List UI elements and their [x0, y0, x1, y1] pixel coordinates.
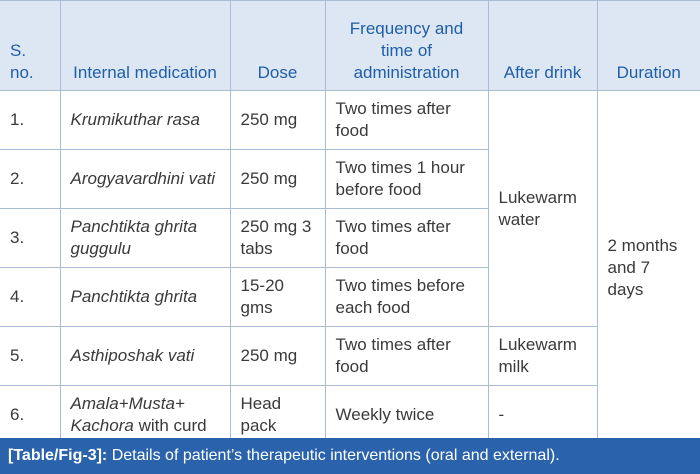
cell: 250 mg — [229, 326, 326, 386]
header-cell: After drink — [487, 0, 598, 91]
medication-note: with curd — [138, 416, 207, 435]
cell: 6. — [0, 385, 61, 445]
header-cell: Frequency and time of administration — [324, 0, 489, 91]
cell: 4. — [0, 267, 61, 327]
row: 3. Panchtikta ghrita guggulu 250 mg 3 ta… — [0, 208, 700, 268]
medication-name: Amala+Musta+ Kachora — [70, 394, 185, 435]
cell: 3. — [0, 208, 61, 268]
cell: 15-20 gms — [229, 267, 326, 327]
cell: Arogyavardhini vati — [59, 149, 231, 209]
row: 6. Amala+Musta+ Kachora with curd Head p… — [0, 385, 700, 445]
cell: Krumikuthar rasa — [59, 90, 231, 150]
cell: Weekly twice — [324, 385, 489, 445]
cell: Two times 1 hour before food — [324, 149, 488, 209]
cell: - — [487, 385, 597, 445]
cell: 1. — [0, 90, 61, 150]
cell: Panchtikta ghrita — [59, 267, 231, 327]
cell: 250 mg — [229, 90, 326, 150]
cell: 2. — [0, 149, 61, 209]
header-cell: Duration — [596, 0, 700, 91]
cell: 2 months and 7 days — [596, 90, 700, 445]
caption-text: Details of patient’s therapeutic interve… — [111, 447, 560, 464]
cell: Two times after food — [324, 326, 489, 386]
header-cell: Internal medication — [59, 0, 231, 91]
cell: Panchtikta ghrita guggulu — [59, 208, 231, 268]
cell: 250 mg 3 tabs — [229, 208, 326, 268]
row: 5. Asthiposhak vati 250 mg Two times aft… — [0, 326, 700, 386]
cell: Head pack — [229, 385, 326, 445]
cell: Amala+Musta+ Kachora with curd — [59, 385, 231, 445]
cell: 5. — [0, 326, 61, 386]
cell: 250 mg — [229, 149, 326, 209]
row: 1. Krumikuthar rasa 250 mg Two times aft… — [0, 90, 700, 445]
header-cell: Dose — [229, 0, 326, 91]
cell: Lukewarm milk — [487, 326, 597, 386]
header-row: S. no. Internal medication Dose Frequenc… — [0, 0, 700, 91]
header-cell: S. no. — [0, 0, 61, 91]
row: 4. Panchtikta ghrita 15-20 gms Two times… — [0, 267, 700, 327]
cell: Two times before each food — [324, 267, 488, 327]
cell: Two times after food — [324, 208, 488, 268]
cell: Asthiposhak vati — [59, 326, 231, 386]
table: S. no. Internal medication Dose Frequenc… — [0, 0, 700, 445]
caption: [Table/Fig-3]: Details of patient’s ther… — [0, 438, 700, 474]
cell: Lukewarm water — [487, 90, 598, 327]
caption-label: [Table/Fig-3]: — [8, 447, 108, 464]
cell: Two times after food — [324, 90, 489, 150]
